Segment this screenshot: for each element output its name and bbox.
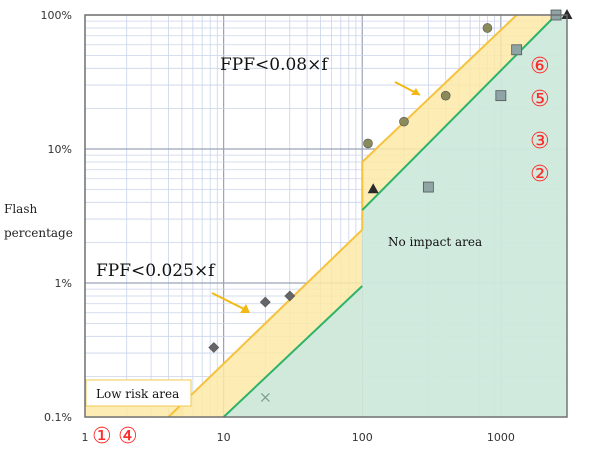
low-risk-label-box — [85, 379, 192, 407]
y-tick-label: 0.1% — [44, 411, 72, 424]
y-tick-label: 10% — [48, 143, 72, 156]
data-point-x — [260, 392, 270, 402]
annotation-low-risk-area: Low risk area — [96, 387, 179, 401]
annotation-no-impact-area: No impact area — [388, 235, 482, 249]
data-point-triangle — [367, 183, 379, 194]
data-point-diamond — [208, 342, 220, 353]
annotation-arrowhead-008 — [411, 88, 420, 95]
x-tick-label: 10 — [217, 431, 231, 444]
limit-line-0025 — [167, 228, 363, 418]
circled-number-6: ② — [530, 162, 550, 187]
data-point-circle — [440, 90, 451, 101]
x-tick-label: 100 — [352, 431, 373, 444]
circled-number-1: ① — [92, 424, 112, 449]
circled-number-3: ⑥ — [530, 54, 550, 79]
green-line-lower — [222, 285, 363, 418]
annotation-fpf-0025: FPF<0.025×f — [96, 261, 216, 281]
green-line-upper — [361, 14, 557, 211]
data-point-circle — [363, 138, 373, 149]
annotation-fpf-008: FPF<0.08×f — [220, 55, 329, 75]
circled-number-5: ③ — [530, 129, 550, 154]
y-tick-label: 1% — [55, 277, 72, 290]
data-point-square — [422, 181, 434, 193]
data-point-square — [511, 44, 523, 56]
limit-line-008 — [361, 14, 518, 163]
y-axis-label-line: Flash — [4, 202, 37, 216]
data-point-triangle — [561, 9, 573, 19]
data-point-square — [495, 90, 507, 102]
y-tick-label: 100% — [41, 9, 72, 22]
data-point-diamond — [284, 290, 296, 302]
circled-number-4: ⑤ — [530, 87, 550, 112]
data-point-x-stroke — [260, 392, 270, 402]
x-tick-label: 1 — [82, 431, 89, 444]
data-point-diamond — [259, 296, 271, 308]
data-point-circle — [399, 116, 409, 127]
x-tick-label: 1000 — [487, 431, 515, 444]
plot-frame — [84, 14, 568, 418]
y-axis-label-line: percentage — [4, 226, 73, 240]
no-impact-region — [362, 15, 567, 417]
annotation-arrow-0025 — [211, 292, 249, 312]
annotation-arrowhead-0025 — [240, 304, 250, 313]
data-point-circle — [482, 23, 493, 33]
circled-number-2: ④ — [118, 424, 138, 449]
